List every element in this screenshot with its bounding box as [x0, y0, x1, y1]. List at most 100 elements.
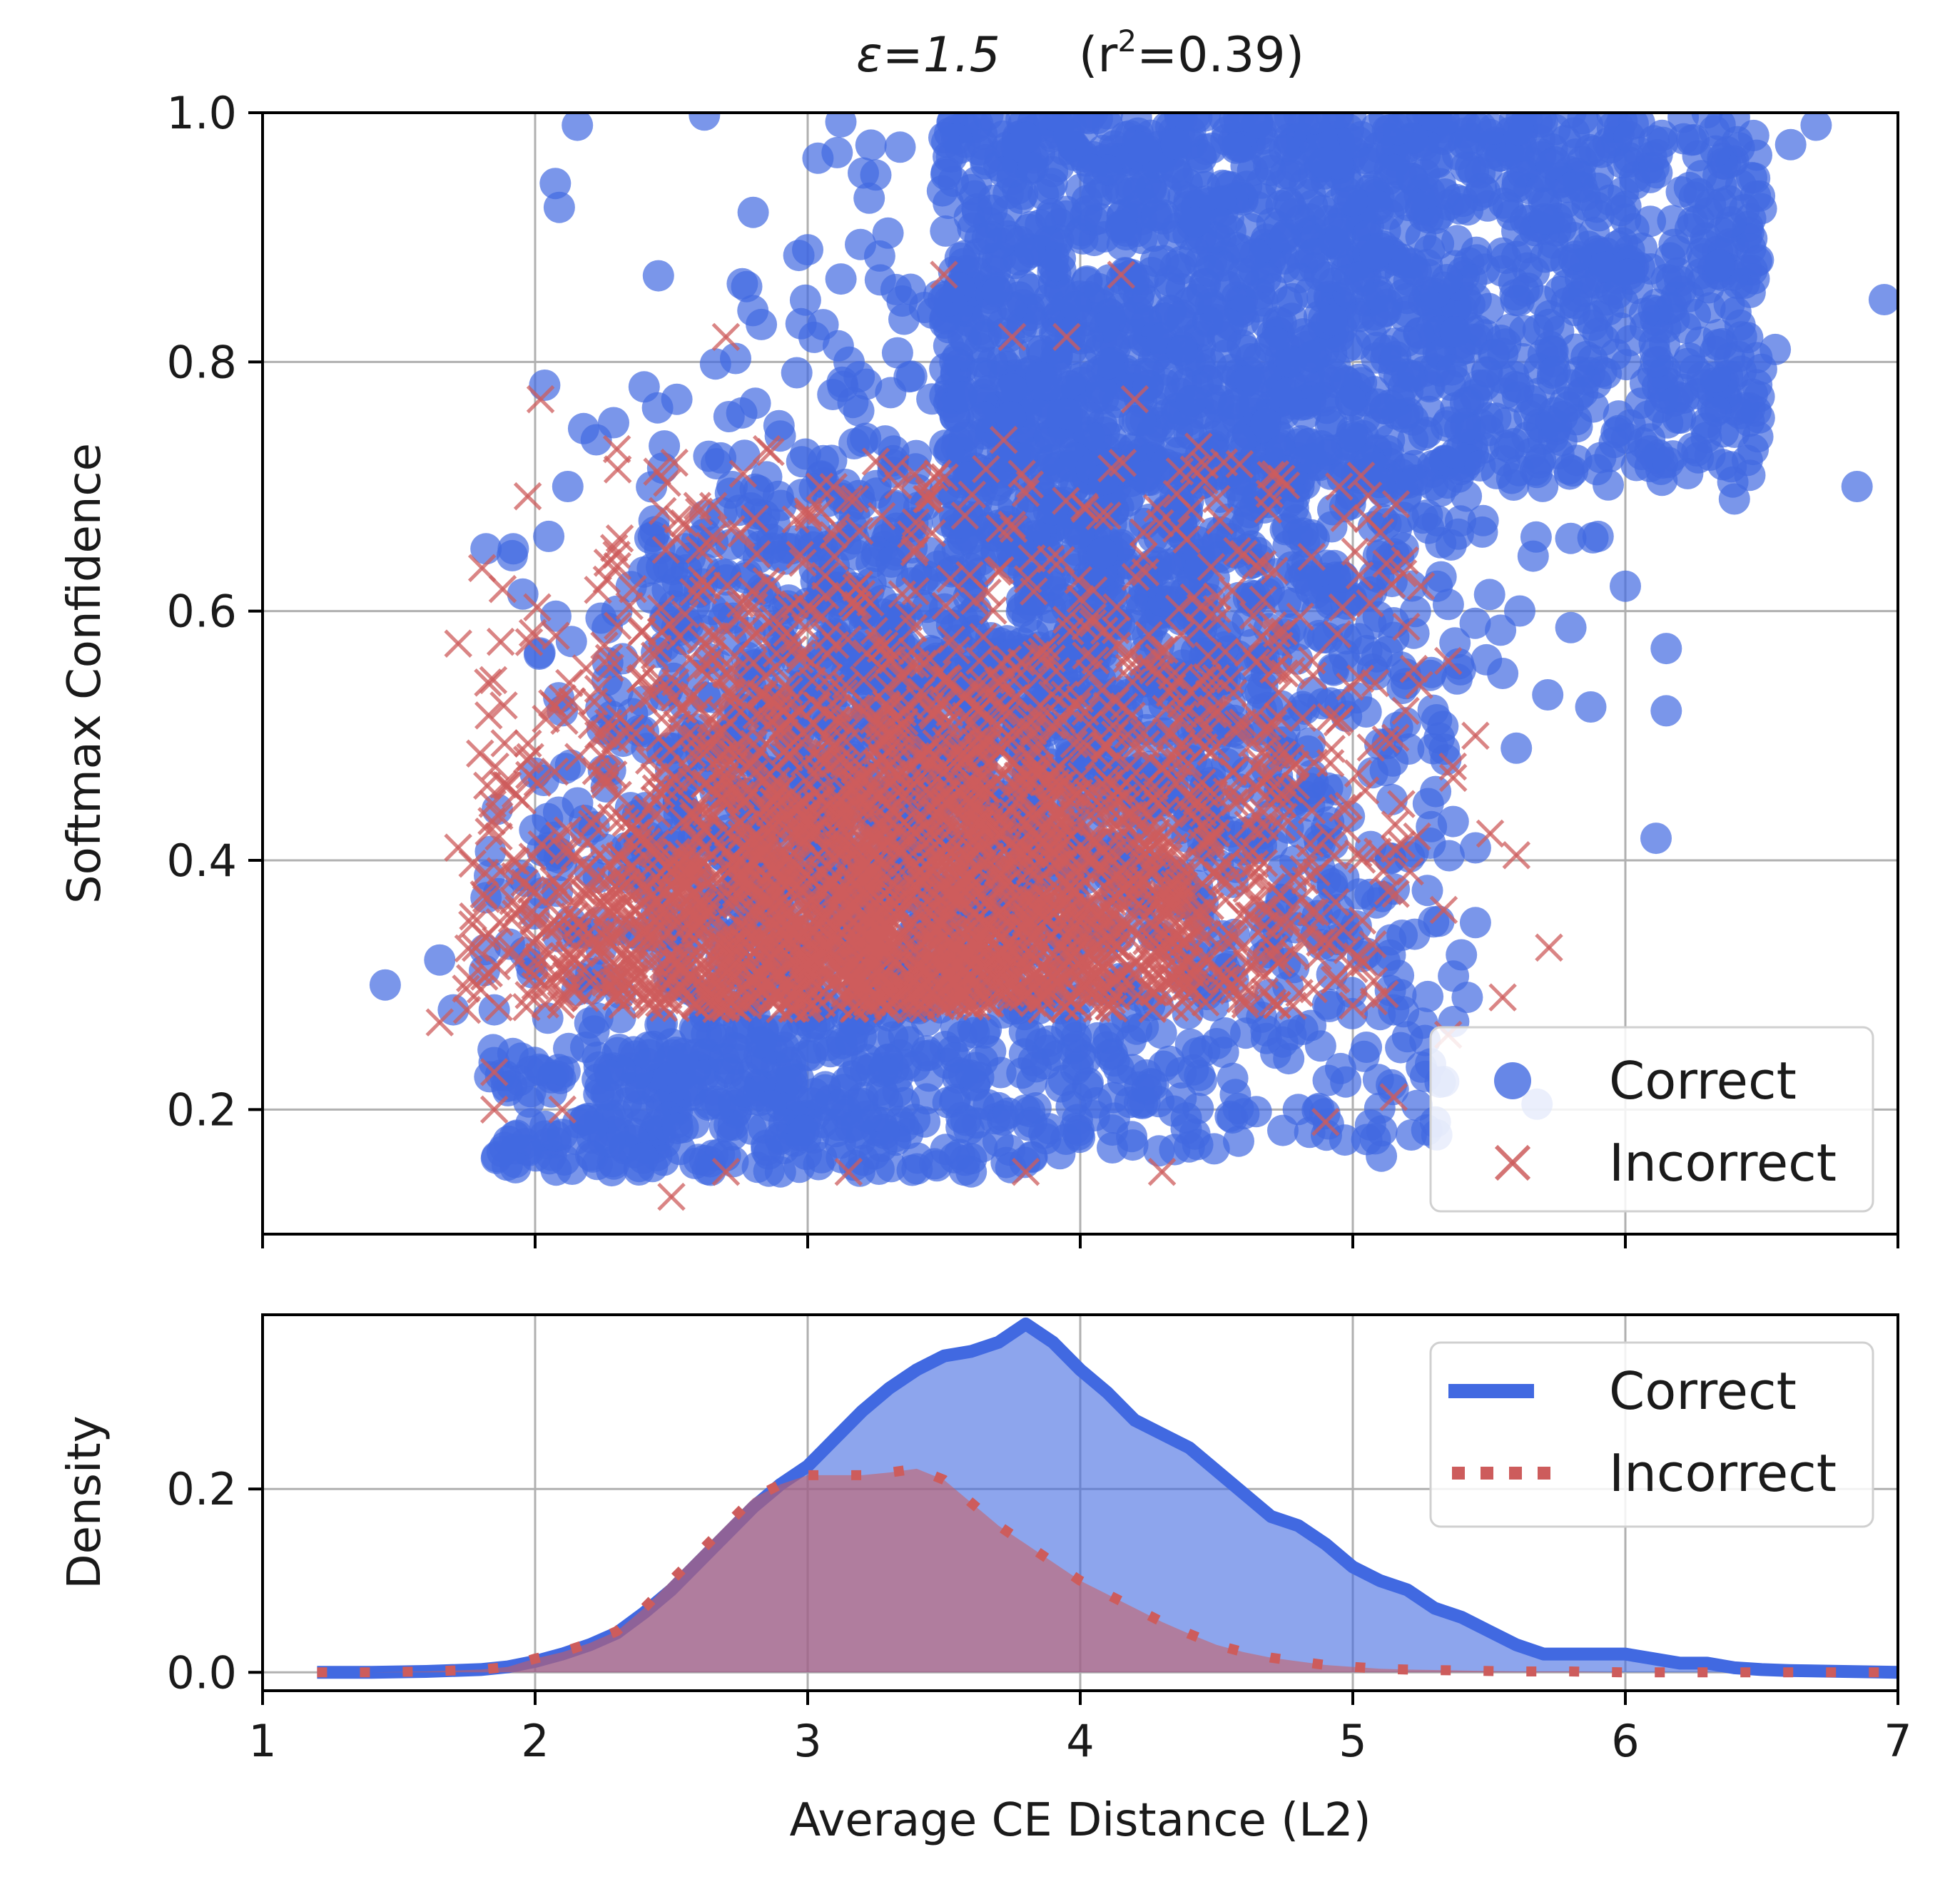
correct-point	[486, 1136, 518, 1168]
correct-point	[1736, 161, 1767, 193]
correct-point	[553, 1032, 584, 1064]
correct-point	[1359, 238, 1391, 270]
correct-point	[1118, 264, 1150, 296]
correct-point	[1141, 199, 1173, 231]
correct-point	[1147, 1050, 1179, 1082]
correct-point	[1351, 1124, 1383, 1156]
correct-point	[1443, 193, 1476, 225]
correct-point	[1397, 404, 1429, 436]
correct-point	[1403, 317, 1435, 350]
correct-point	[1600, 417, 1632, 449]
correct-point	[881, 337, 913, 369]
correct-point	[1299, 113, 1331, 135]
correct-point	[1588, 251, 1620, 283]
correct-point	[1495, 170, 1527, 203]
correct-point	[792, 234, 823, 266]
correct-point	[1189, 1035, 1221, 1067]
correct-point	[1667, 123, 1700, 155]
correct-point	[756, 1090, 787, 1122]
correct-point	[781, 357, 813, 389]
correct-point	[1503, 372, 1535, 404]
correct-point	[552, 471, 584, 502]
correct-point	[817, 379, 849, 410]
correct-point	[1774, 128, 1807, 161]
correct-point	[1308, 147, 1340, 179]
correct-point	[1289, 398, 1321, 430]
correct-point	[714, 477, 746, 509]
correct-point	[1275, 1019, 1307, 1051]
correct-point	[1097, 1114, 1129, 1146]
correct-point	[628, 371, 660, 403]
correct-point	[1582, 520, 1614, 552]
correct-point	[855, 129, 887, 161]
correct-point	[1015, 273, 1047, 305]
correct-point	[1010, 121, 1042, 153]
correct-point	[1740, 245, 1772, 278]
correct-point	[1076, 153, 1108, 185]
correct-point	[1590, 357, 1623, 390]
correct-point	[895, 360, 928, 392]
scatter-panel: 0.20.40.60.81.0 ε=1.5 (r2=0.39) Softmax C…	[59, 24, 1899, 1248]
correct-point	[1282, 1094, 1314, 1126]
correct-point	[884, 131, 916, 163]
correct-point	[1032, 370, 1064, 402]
correct-point	[539, 168, 572, 200]
correct-point	[1555, 611, 1587, 643]
correct-point	[992, 1097, 1025, 1129]
correct-point	[1705, 188, 1737, 220]
correct-point	[930, 215, 962, 247]
correct-point	[424, 944, 456, 976]
correct-point	[567, 412, 599, 444]
correct-point	[1127, 131, 1159, 163]
correct-point	[513, 1086, 545, 1118]
correct-point	[1370, 295, 1402, 327]
correct-point	[1745, 193, 1777, 225]
correct-point	[704, 1088, 736, 1120]
correct-point	[1378, 154, 1411, 186]
correct-point	[1227, 329, 1258, 361]
correct-point	[1175, 385, 1207, 417]
correct-point	[945, 1111, 978, 1144]
correct-point	[1563, 356, 1595, 388]
correct-point	[1420, 775, 1452, 808]
correct-point	[1017, 151, 1049, 183]
correct-point	[1218, 388, 1250, 420]
correct-point	[963, 1062, 995, 1094]
correct-point	[627, 1142, 659, 1174]
correct-point	[1053, 119, 1085, 151]
correct-point	[578, 1015, 610, 1047]
correct-point	[533, 520, 565, 552]
correct-point	[1276, 282, 1309, 315]
correct-point	[1393, 190, 1425, 222]
correct-point	[577, 1111, 609, 1143]
correct-point	[661, 383, 693, 415]
correct-point	[988, 156, 1020, 188]
correct-point	[1160, 128, 1192, 160]
correct-point	[1473, 579, 1505, 611]
correct-point	[1650, 633, 1682, 665]
correct-point	[955, 1156, 987, 1188]
correct-point	[1180, 283, 1212, 315]
correct-point	[1173, 1131, 1205, 1163]
correct-point	[1613, 121, 1645, 153]
correct-point	[701, 448, 732, 480]
correct-point	[798, 1078, 831, 1110]
correct-point	[1543, 315, 1575, 347]
correct-point	[1052, 398, 1084, 430]
correct-point	[1605, 312, 1637, 344]
correct-point	[634, 1039, 666, 1071]
correct-point	[1086, 537, 1118, 569]
correct-point	[872, 217, 904, 249]
correct-point	[821, 136, 853, 168]
correct-point	[850, 1100, 883, 1132]
correct-point	[1508, 315, 1540, 347]
correct-point	[1527, 470, 1559, 502]
correct-point	[751, 461, 783, 493]
correct-point	[1439, 316, 1471, 348]
correct-point	[1105, 210, 1137, 242]
correct-point	[1254, 155, 1286, 186]
correct-point	[1431, 264, 1463, 295]
correct-point	[1296, 340, 1328, 372]
correct-point	[1316, 304, 1348, 336]
